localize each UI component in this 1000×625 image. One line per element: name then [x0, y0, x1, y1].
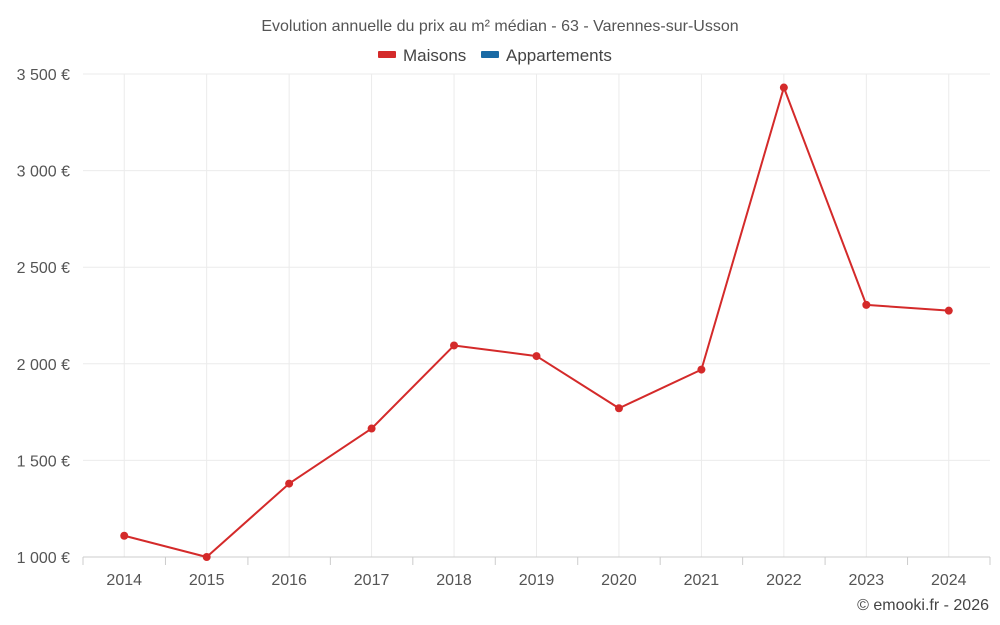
data-point-maisons[interactable]	[367, 424, 376, 433]
y-tick-label: 3 000 €	[17, 164, 70, 181]
legend-swatch-appartements	[481, 51, 499, 58]
x-tick-label: 2021	[684, 572, 720, 589]
legend-swatch-maisons	[378, 51, 396, 58]
data-point-maisons[interactable]	[285, 479, 294, 488]
y-tick-label: 3 500 €	[17, 67, 70, 84]
x-tick-label: 2014	[106, 572, 142, 589]
data-point-maisons[interactable]	[450, 341, 459, 350]
data-point-maisons[interactable]	[697, 365, 706, 374]
y-tick-label: 2 000 €	[17, 357, 70, 374]
y-tick-label: 1 500 €	[17, 453, 70, 470]
x-tick-label: 2023	[849, 572, 885, 589]
y-tick-label: 2 500 €	[17, 260, 70, 277]
plot-area	[120, 83, 953, 561]
legend-item-appartements[interactable]: Appartements	[481, 46, 612, 65]
legend-label-maisons: Maisons	[403, 46, 466, 65]
x-axis: 2014 2015 2016 2017 2018 2019 2020 2021 2022 2023…	[82, 556, 991, 589]
x-tick-label: 2015	[189, 572, 225, 589]
x-tick-label: 2018	[436, 572, 472, 589]
y-axis: 1 000 € 1 500 € 2 000 € 2 500 € 3 000 € 3 500…	[17, 67, 70, 567]
data-point-maisons[interactable]	[532, 352, 541, 361]
data-point-maisons[interactable]	[614, 404, 623, 413]
y-tick-label: 1 000 €	[17, 550, 70, 567]
x-tick-label: 2017	[354, 572, 390, 589]
x-tick-label: 2016	[271, 572, 307, 589]
credit-text: © emooki.fr - 2026	[857, 597, 989, 614]
x-tick-label: 2020	[601, 572, 637, 589]
legend: Maisons Appartements	[378, 46, 612, 65]
x-tick-label: 2024	[931, 572, 967, 589]
data-point-maisons[interactable]	[120, 531, 129, 540]
data-point-maisons[interactable]	[944, 306, 953, 315]
legend-item-maisons[interactable]: Maisons	[378, 46, 466, 65]
data-point-maisons[interactable]	[779, 83, 788, 92]
data-point-maisons[interactable]	[202, 553, 211, 561]
legend-label-appartements: Appartements	[506, 46, 612, 65]
x-tick-label: 2019	[519, 572, 555, 589]
grid	[83, 73, 990, 557]
x-tick-label: 2022	[766, 572, 802, 589]
data-point-maisons[interactable]	[862, 300, 871, 309]
chart-title: Evolution annuelle du prix au m² médian …	[261, 18, 738, 35]
